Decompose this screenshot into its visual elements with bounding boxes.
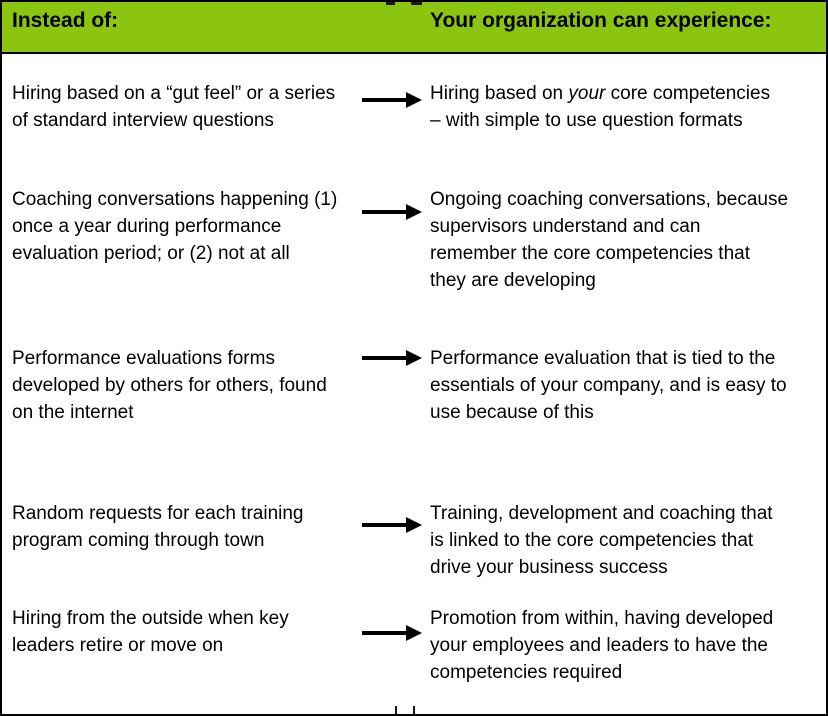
table-row: Hiring based on a “gut feel” or a series… bbox=[2, 80, 826, 134]
right-arrow-icon bbox=[362, 517, 422, 533]
cell-border-remnant bbox=[411, 2, 422, 5]
experience-text: Training, development and coaching that … bbox=[430, 503, 773, 578]
cell-border-remnant bbox=[413, 706, 415, 714]
table-row: Coaching conversations happening (1) onc… bbox=[2, 186, 826, 294]
instead-cell: Random requests for each training progra… bbox=[12, 503, 304, 551]
arrow-cell bbox=[362, 345, 430, 426]
arrow-cell bbox=[362, 80, 430, 134]
arrow-cell bbox=[362, 605, 430, 686]
right-arrow-icon bbox=[362, 625, 422, 641]
table-row: Random requests for each training progra… bbox=[2, 500, 826, 581]
right-arrow-icon bbox=[362, 350, 422, 366]
experience-text: core competencies – with simple to use q… bbox=[430, 83, 771, 131]
experience-cell: Hiring based on your core competencies –… bbox=[430, 80, 822, 134]
header-instead-label: Instead of: bbox=[12, 9, 119, 32]
table-row: Hiring from the outside when key leaders… bbox=[2, 605, 826, 686]
experience-text: Ongoing coaching conversations, because … bbox=[430, 189, 789, 291]
experience-cell: Ongoing coaching conversations, because … bbox=[430, 186, 822, 294]
instead-cell: Hiring based on a “gut feel” or a series… bbox=[12, 83, 336, 131]
experience-text: Promotion from within, having developed … bbox=[430, 608, 774, 683]
right-arrow-icon bbox=[362, 204, 422, 220]
cell-border-remnant bbox=[395, 706, 397, 714]
table-row: Performance evaluations forms developed … bbox=[2, 345, 826, 426]
experience-cell: Promotion from within, having developed … bbox=[430, 605, 822, 686]
arrow-cell bbox=[362, 500, 430, 581]
arrow-cell bbox=[362, 186, 430, 294]
experience-text: Performance evaluation that is tied to t… bbox=[430, 348, 787, 423]
experience-text: Hiring based on bbox=[430, 83, 569, 104]
header-experience-label: Your organization can experience: bbox=[430, 9, 772, 32]
experience-cell: Performance evaluation that is tied to t… bbox=[430, 345, 822, 426]
instead-cell: Performance evaluations forms developed … bbox=[12, 348, 327, 423]
experience-cell: Training, development and coaching that … bbox=[430, 500, 822, 581]
instead-cell: Coaching conversations happening (1) onc… bbox=[12, 189, 338, 264]
cell-border-remnant bbox=[386, 2, 395, 5]
right-arrow-icon bbox=[362, 92, 422, 108]
experience-text-italic: your bbox=[568, 83, 606, 104]
instead-cell: Hiring from the outside when key leaders… bbox=[12, 608, 289, 656]
table-header: Instead of: Your organization can experi… bbox=[2, 2, 826, 54]
